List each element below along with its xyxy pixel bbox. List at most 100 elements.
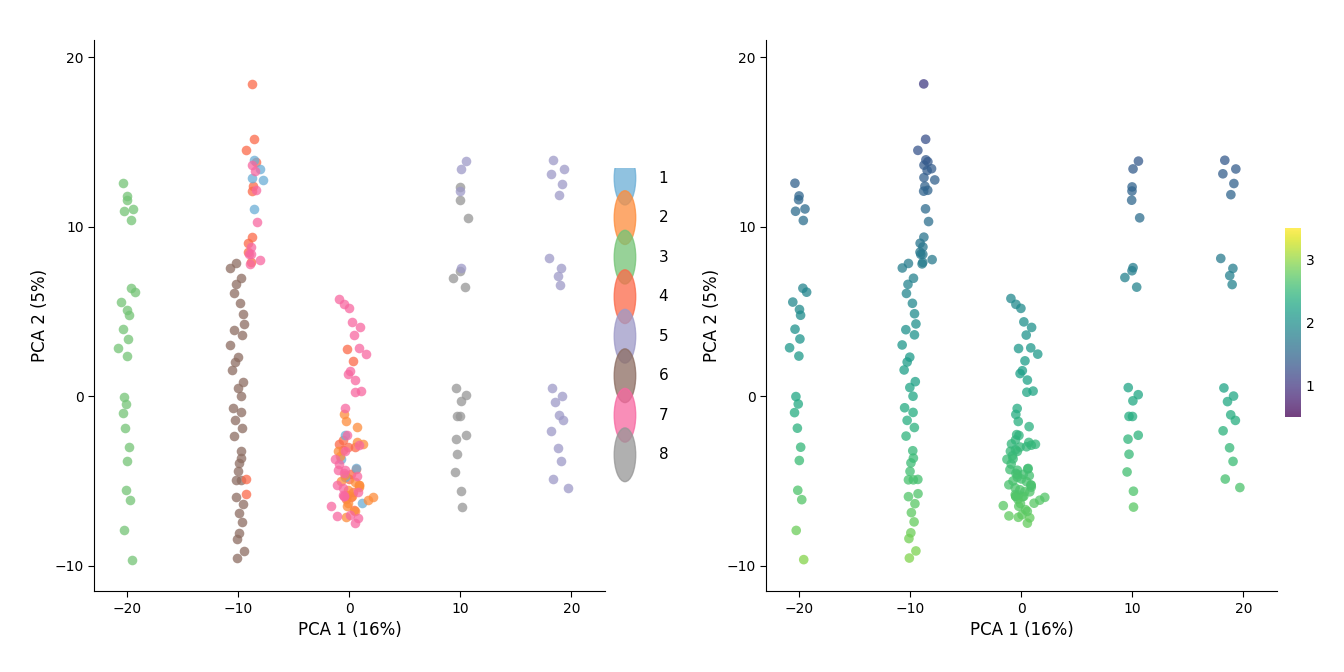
- Point: [896, 357, 918, 368]
- Point: [788, 194, 809, 205]
- 6: [231, 517, 253, 528]
- 1: [351, 498, 372, 509]
- 4: [340, 469, 362, 480]
- Point: [1017, 463, 1039, 474]
- Point: [1023, 386, 1044, 396]
- Point: [1013, 317, 1035, 327]
- Point: [915, 155, 937, 165]
- Point: [896, 415, 918, 426]
- 2: [352, 439, 374, 450]
- 7: [241, 249, 262, 259]
- Point: [796, 287, 817, 298]
- 7: [241, 241, 262, 252]
- Point: [1015, 504, 1036, 515]
- 6: [226, 491, 247, 502]
- 5: [554, 163, 575, 174]
- Point: [895, 288, 917, 299]
- Point: [900, 528, 922, 538]
- Point: [1129, 212, 1150, 223]
- 2: [348, 482, 370, 493]
- Point: [1223, 178, 1245, 189]
- 4: [333, 444, 355, 455]
- Point: [1008, 490, 1030, 501]
- 6: [227, 466, 249, 476]
- Point: [1008, 343, 1030, 354]
- 3: [106, 343, 128, 353]
- Point: [1122, 411, 1144, 422]
- Point: [1003, 476, 1024, 487]
- Point: [1222, 263, 1243, 274]
- 1: [241, 172, 262, 183]
- 2: [347, 421, 368, 432]
- Point: [1122, 486, 1144, 497]
- 3: [120, 283, 141, 294]
- Text: 7: 7: [659, 408, 668, 423]
- Point: [1216, 396, 1238, 407]
- Point: [1117, 382, 1138, 393]
- Circle shape: [614, 428, 636, 482]
- Point: [903, 474, 925, 485]
- Point: [902, 391, 923, 402]
- 3: [113, 206, 134, 216]
- 3: [113, 391, 134, 402]
- Point: [910, 238, 931, 249]
- 6: [227, 552, 249, 563]
- Point: [1222, 279, 1243, 290]
- 7: [341, 317, 363, 327]
- 7: [238, 249, 259, 260]
- Point: [1009, 442, 1031, 452]
- Point: [1128, 430, 1149, 441]
- 7: [339, 303, 360, 314]
- Point: [899, 552, 921, 563]
- Text: 3: 3: [659, 249, 668, 265]
- Point: [898, 279, 919, 290]
- Point: [1021, 322, 1043, 333]
- Point: [891, 263, 913, 274]
- Point: [925, 175, 946, 185]
- 6: [231, 453, 253, 464]
- 2: [358, 495, 379, 505]
- Point: [1020, 480, 1042, 491]
- Point: [1214, 382, 1235, 393]
- Point: [1008, 416, 1030, 427]
- Point: [792, 495, 813, 505]
- 4: [339, 474, 360, 485]
- 4: [335, 494, 356, 505]
- Point: [917, 185, 938, 196]
- 8: [450, 486, 472, 497]
- Point: [1011, 303, 1032, 314]
- 5: [550, 456, 571, 467]
- 1: [249, 163, 270, 174]
- Point: [1020, 480, 1042, 491]
- Point: [1001, 450, 1023, 461]
- 4: [245, 157, 266, 167]
- Point: [899, 466, 921, 476]
- 3: [110, 297, 132, 308]
- Point: [915, 134, 937, 144]
- 2: [336, 501, 358, 511]
- Point: [1019, 421, 1040, 432]
- Point: [1122, 262, 1144, 273]
- 8: [442, 272, 464, 283]
- 6: [226, 279, 247, 290]
- Point: [1007, 469, 1028, 480]
- Point: [1114, 272, 1136, 283]
- 7: [333, 299, 355, 310]
- Point: [1023, 498, 1044, 509]
- Point: [788, 485, 809, 496]
- Point: [903, 422, 925, 433]
- Y-axis label: PCA 2 (5%): PCA 2 (5%): [31, 269, 48, 362]
- 5: [550, 279, 571, 290]
- Point: [922, 254, 943, 265]
- Point: [788, 351, 809, 362]
- Point: [785, 324, 806, 335]
- 1: [335, 472, 356, 482]
- 8: [457, 212, 478, 223]
- 5: [450, 163, 472, 174]
- 3: [112, 178, 133, 189]
- 1: [331, 454, 352, 464]
- 5: [542, 155, 563, 165]
- 5: [540, 425, 562, 436]
- 3: [113, 525, 134, 536]
- 4: [333, 435, 355, 446]
